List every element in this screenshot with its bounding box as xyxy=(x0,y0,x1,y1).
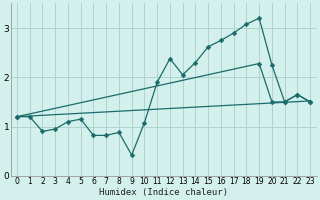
X-axis label: Humidex (Indice chaleur): Humidex (Indice chaleur) xyxy=(99,188,228,197)
